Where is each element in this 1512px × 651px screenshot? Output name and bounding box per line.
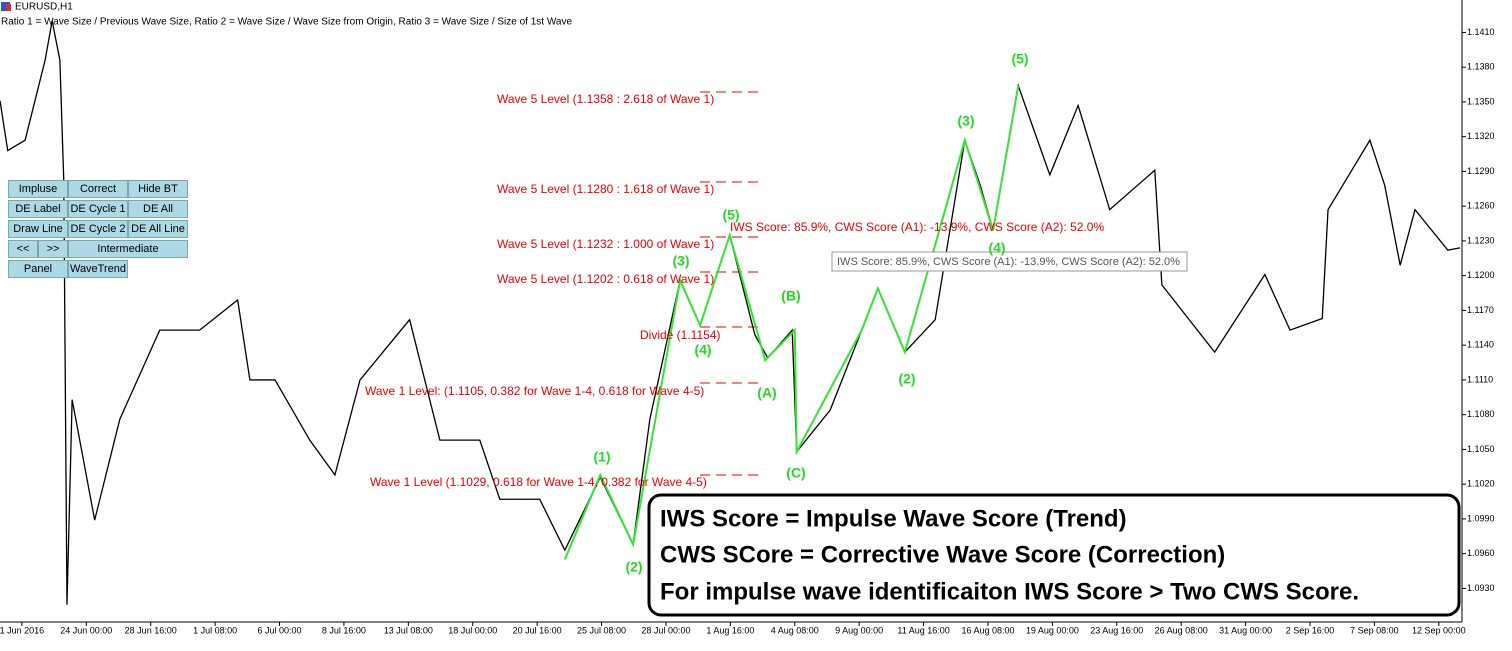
y-tick-label: 1.1170 xyxy=(1467,305,1494,315)
toolbar-button[interactable]: DE All xyxy=(128,200,188,218)
score-label: IWS Score: 85.9%, CWS Score (A1): -13.9%… xyxy=(730,220,1104,234)
wave-label: (B) xyxy=(781,288,800,304)
toolbar-button[interactable]: DE Label xyxy=(8,200,68,218)
toolbar-button[interactable]: Draw Line xyxy=(8,220,68,238)
y-tick-label: 1.1410 xyxy=(1467,27,1495,37)
x-tick-label: 16 Aug 08:00 xyxy=(961,625,1014,635)
toolbar-button[interactable]: Hide BT xyxy=(128,180,188,198)
y-tick-label: 1.0960 xyxy=(1467,548,1495,558)
x-tick-label: 28 Jul 00:00 xyxy=(641,625,690,635)
y-tick-label: 1.1230 xyxy=(1467,235,1495,245)
wave-label: (2) xyxy=(898,371,915,387)
wave-label: (1) xyxy=(593,449,610,465)
x-tick-label: 6 Jul 00:00 xyxy=(257,625,301,635)
toolbar-button[interactable]: Correct xyxy=(68,180,128,198)
wave-line xyxy=(563,85,1020,560)
y-tick-label: 1.1140 xyxy=(1467,340,1494,350)
toolbar-button[interactable]: DE Cycle 2 xyxy=(68,220,128,238)
x-tick-label: 18 Jul 00:00 xyxy=(448,625,497,635)
wave-label: (3) xyxy=(672,253,689,269)
y-tick-label: 1.1260 xyxy=(1467,201,1495,211)
y-tick-label: 1.0930 xyxy=(1467,583,1495,593)
icon xyxy=(1,2,10,11)
toolbar-button[interactable]: Panel xyxy=(8,260,68,278)
toolbar-button[interactable]: DE All Line xyxy=(128,220,188,238)
x-tick-label: 1 Aug 16:00 xyxy=(706,625,754,635)
note-line: IWS Score = Impulse Wave Score (Trend) xyxy=(660,505,1127,532)
wave-label: (C) xyxy=(786,465,805,481)
toolbar-button[interactable]: >> xyxy=(38,240,68,258)
toolbar-button[interactable]: DE Cycle 1 xyxy=(68,200,128,218)
wave-label: (4) xyxy=(694,342,711,358)
x-tick-label: 7 Sep 08:00 xyxy=(1350,625,1399,635)
x-tick-label: 13 Jul 08:00 xyxy=(384,625,433,635)
wave-label: (5) xyxy=(1011,51,1028,67)
x-tick-label: 1 Jun 2016 xyxy=(0,625,44,635)
y-tick-label: 1.1290 xyxy=(1467,166,1495,176)
wave-label: (4) xyxy=(988,240,1005,256)
level-lines xyxy=(700,91,762,476)
x-tick-label: 31 Aug 00:00 xyxy=(1219,625,1272,635)
toolbar-button[interactable]: WaveTrend xyxy=(68,260,128,278)
legend: Ratio 1 = Wave Size / Previous Wave Size… xyxy=(1,17,572,28)
toolbar-button[interactable]: Impluse xyxy=(8,180,68,198)
level-label: Wave 5 Level (1.1280 : 1.618 of Wave 1) xyxy=(497,182,714,196)
y-tick-label: 1.1020 xyxy=(1467,479,1495,489)
x-tick-label: 26 Aug 08:00 xyxy=(1155,625,1208,635)
wave-label: (2) xyxy=(625,559,642,575)
x-tick-label: 8 Jul 16:00 xyxy=(322,625,366,635)
level-label: Wave 1 Level: (1.1105, 0.382 for Wave 1-… xyxy=(365,384,704,398)
note-box xyxy=(647,493,1461,617)
y-tick-label: 1.1380 xyxy=(1467,62,1495,72)
x-tick-label: 19 Aug 00:00 xyxy=(1026,625,1079,635)
x-tick-label: 20 Jul 16:00 xyxy=(513,625,562,635)
y-tick-label: 1.1080 xyxy=(1467,409,1495,419)
y-tick-label: 1.1050 xyxy=(1467,444,1495,454)
x-tick-label: 2 Sep 16:00 xyxy=(1286,625,1335,635)
toolbar-button[interactable]: Intermediate xyxy=(68,240,188,258)
x-tick-label: 4 Aug 08:00 xyxy=(771,625,819,635)
y-tick-label: 1.1350 xyxy=(1467,96,1495,106)
x-tick-label: 23 Aug 16:00 xyxy=(1090,625,1143,635)
x-tick-label: 12 Sep 00:00 xyxy=(1412,625,1466,635)
level-label: Divide (1.1154) xyxy=(640,328,720,342)
x-tick-label: 11 Aug 16:00 xyxy=(897,625,949,635)
level-label: Wave 5 Level (1.1232 : 1.000 of Wave 1) xyxy=(497,237,714,251)
icon xyxy=(6,4,11,11)
level-label: Wave 5 Level (1.1202 : 0.618 of Wave 1) xyxy=(497,272,714,286)
level-label: Wave 1 Level (1.1029, 0.618 for Wave 1-4… xyxy=(370,475,707,489)
x-tick-label: 1 Jul 08:00 xyxy=(193,625,237,635)
note-line: For impulse wave identificaiton IWS Scor… xyxy=(660,578,1359,605)
tooltip: IWS Score: 85.9%, CWS Score (A1): -13.9%… xyxy=(837,256,1180,268)
x-tick-label: 28 Jun 16:00 xyxy=(125,625,177,635)
toolbar-button[interactable]: << xyxy=(8,240,38,258)
y-tick-label: 1.1110 xyxy=(1467,374,1493,384)
x-tick-label: 24 Jun 00:00 xyxy=(60,625,112,635)
note-line: CWS SCore = Corrective Wave Score (Corre… xyxy=(660,541,1225,568)
x-tick-label: 9 Aug 00:00 xyxy=(835,625,883,635)
wave-label: (A) xyxy=(757,385,776,401)
symbol: EURUSD,H1 xyxy=(15,2,73,13)
wave-label: (5) xyxy=(722,207,739,223)
tooltip-box xyxy=(831,251,1188,272)
level-label: Wave 5 Level (1.1358 : 2.618 of Wave 1) xyxy=(497,92,714,106)
y-tick-label: 1.1320 xyxy=(1467,131,1495,141)
wave-label: (3) xyxy=(957,113,974,129)
y-tick-label: 1.1200 xyxy=(1467,270,1495,280)
x-tick-label: 25 Jul 08:00 xyxy=(577,625,626,635)
y-tick-label: 1.0990 xyxy=(1467,513,1495,523)
